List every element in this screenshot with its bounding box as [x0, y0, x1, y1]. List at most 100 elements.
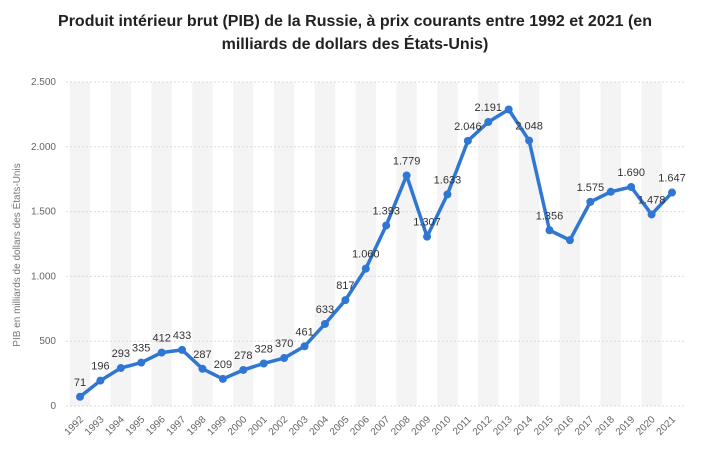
background-band — [600, 82, 621, 406]
x-tick-label: 2019 — [614, 414, 638, 438]
x-tick-label: 1996 — [144, 414, 168, 438]
data-label: 1.356 — [536, 210, 564, 222]
data-point — [484, 118, 493, 127]
data-point — [157, 348, 166, 357]
data-points — [76, 105, 676, 401]
data-label: 1.647 — [658, 173, 686, 185]
data-point — [382, 221, 391, 230]
background-bands — [69, 82, 662, 406]
data-point — [259, 359, 268, 368]
data-point — [280, 354, 289, 363]
x-tick-label: 1998 — [185, 414, 209, 438]
data-label: 287 — [193, 349, 211, 361]
data-point — [463, 136, 472, 145]
x-tick-label: 2001 — [246, 414, 270, 438]
data-point — [361, 264, 370, 273]
data-label: 433 — [173, 330, 191, 342]
data-point — [116, 364, 125, 373]
data-point — [198, 364, 207, 373]
x-tick-label: 2003 — [287, 414, 311, 438]
x-tick-label: 2016 — [553, 414, 577, 438]
x-tick-label: 2002 — [267, 414, 291, 438]
data-point — [300, 342, 309, 351]
x-tick-label: 2020 — [634, 414, 658, 438]
y-tick-label: 0 — [50, 401, 56, 412]
data-label: 1.307 — [413, 217, 441, 229]
data-label: 412 — [152, 333, 170, 345]
y-axis-label: PIB en milliards de dollars des États-Un… — [10, 163, 23, 346]
x-tick-label: 2009 — [410, 414, 434, 438]
data-point — [504, 105, 513, 114]
data-point — [606, 187, 615, 196]
x-tick-label: 2005 — [328, 414, 352, 438]
background-band — [69, 82, 91, 406]
data-label: 1.060 — [352, 249, 380, 261]
x-tick-label: 2000 — [226, 414, 250, 438]
data-point — [443, 190, 452, 199]
x-tick-label: 2015 — [532, 414, 556, 438]
data-label: 1.779 — [393, 155, 421, 167]
y-tick-label: 1.000 — [31, 271, 56, 282]
x-tick-label: 2012 — [471, 414, 495, 438]
x-tick-label: 2004 — [308, 414, 332, 438]
data-point — [668, 188, 676, 197]
data-point — [423, 232, 432, 241]
y-tick-label: 500 — [39, 336, 56, 347]
data-point — [178, 345, 187, 354]
data-point — [218, 374, 227, 383]
background-band — [478, 82, 499, 406]
data-label: 370 — [275, 338, 293, 350]
data-label: 2.048 — [515, 121, 543, 133]
data-label: 71 — [74, 377, 86, 389]
background-band — [151, 82, 172, 406]
data-label: 633 — [316, 304, 334, 316]
background-band — [273, 82, 295, 406]
x-tick-label: 1995 — [124, 414, 148, 438]
x-tick-label: 2007 — [369, 414, 393, 438]
data-point — [402, 171, 411, 180]
background-band — [192, 82, 213, 406]
data-label: 1.393 — [372, 205, 400, 217]
data-point — [647, 210, 656, 219]
x-tick-label: 2013 — [491, 414, 515, 438]
x-axis-ticks: 1992199319941995199619971998199920002001… — [63, 414, 679, 438]
data-label: 817 — [336, 280, 354, 292]
x-tick-label: 2010 — [430, 414, 454, 438]
data-label: 209 — [214, 359, 232, 371]
background-band — [641, 82, 662, 406]
background-band — [396, 82, 417, 406]
data-label: 2.046 — [454, 121, 482, 133]
background-band — [437, 82, 458, 406]
x-tick-label: 2008 — [389, 414, 413, 438]
x-tick-label: 2011 — [451, 414, 474, 437]
y-axis-ticks: 0 500 1.000 1.500 2.000 2.500 — [31, 77, 56, 412]
x-tick-label: 1994 — [103, 414, 127, 438]
background-band — [314, 82, 336, 406]
data-point — [586, 197, 595, 206]
y-tick-label: 2.000 — [31, 142, 56, 153]
data-point — [565, 236, 574, 245]
data-point — [525, 136, 534, 145]
y-tick-label: 1.500 — [31, 207, 56, 218]
data-label: 1.690 — [617, 167, 645, 179]
data-point — [627, 182, 636, 191]
data-label: 335 — [132, 343, 150, 355]
data-label: 328 — [255, 343, 273, 355]
data-point — [239, 365, 248, 374]
x-tick-label: 1992 — [63, 414, 87, 438]
background-band — [110, 82, 132, 406]
x-tick-label: 2014 — [512, 414, 536, 438]
data-label: 1.633 — [434, 174, 462, 186]
chart-title: Produit intérieur brut (PIB) de la Russi… — [58, 13, 652, 53]
data-label: 2.191 — [475, 102, 503, 114]
data-label: 1.478 — [638, 194, 666, 206]
data-point — [320, 319, 329, 328]
data-point — [96, 376, 105, 385]
data-label: 461 — [295, 326, 313, 338]
data-point — [137, 358, 146, 367]
y-tick-label: 2.500 — [31, 77, 56, 88]
data-point — [76, 392, 84, 401]
gridlines — [66, 81, 684, 407]
